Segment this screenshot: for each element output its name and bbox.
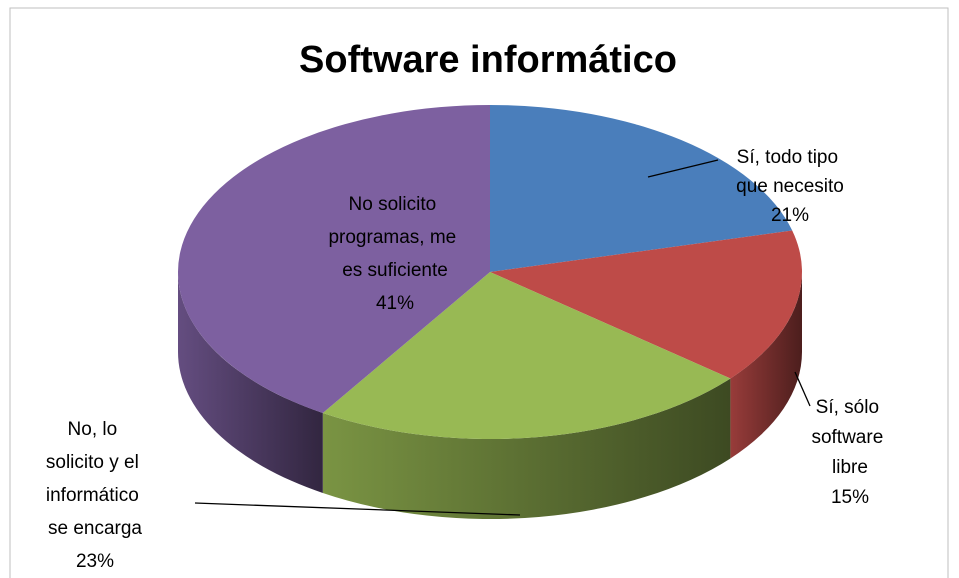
slice-label: Sí, todo tipo que necesito — [736, 147, 844, 197]
slice-label: No, lo solicito y el informático se enca… — [46, 419, 144, 539]
value-label: 21% — [771, 205, 809, 226]
slice — [490, 105, 793, 272]
value-label: 41% — [376, 293, 414, 314]
slice-label: Sí, sólo software libre — [811, 397, 888, 478]
leader-line — [794, 371, 811, 407]
leader-line — [194, 502, 521, 516]
value-label: 23% — [76, 551, 114, 572]
slice — [177, 104, 490, 414]
value-label: 15% — [831, 487, 869, 508]
slice-side — [730, 272, 802, 459]
slice-side — [322, 378, 731, 519]
leader-line — [647, 159, 719, 178]
slice — [322, 272, 731, 439]
slice-label: No solicito programas, me es suficiente — [328, 194, 461, 281]
chart-title: Software informático — [299, 39, 677, 81]
slice — [490, 230, 802, 379]
sides — [178, 272, 802, 519]
slice-side — [178, 272, 323, 494]
